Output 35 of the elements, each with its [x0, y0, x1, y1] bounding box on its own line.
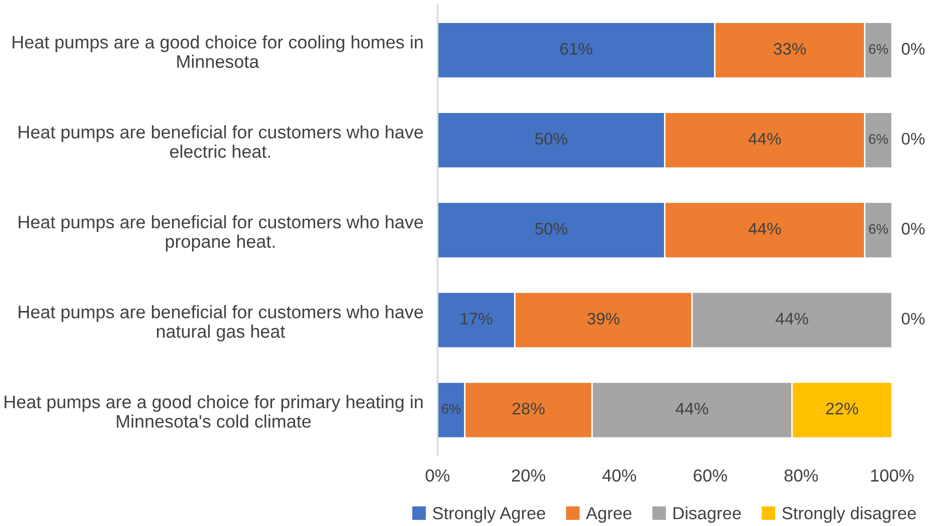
x-tick-label: 80%	[784, 469, 818, 482]
x-tick-label: 20%	[512, 469, 546, 482]
data-label: 0%	[902, 312, 925, 325]
data-label: 0%	[902, 222, 925, 235]
legend-label: Disagree	[674, 506, 741, 523]
y-tick-label: Heat pumps are beneficial for customers who have natural gas heat	[18, 305, 423, 342]
data-label: 6%	[869, 224, 888, 234]
data-label: 0%	[902, 132, 925, 145]
data-label: 61%	[560, 42, 592, 55]
data-label: 6%	[442, 404, 461, 414]
legend-label: Strongly Agree	[432, 506, 546, 523]
x-tick-label: 60%	[694, 469, 728, 482]
data-label: 22%	[826, 402, 858, 414]
data-label: 44%	[748, 132, 781, 145]
y-tick-label: Heat pumps are beneficial for customers who have electric heat.	[18, 125, 423, 158]
data-label: 50%	[535, 222, 568, 235]
y-tick-label: Heat pumps are beneficial for customers who have propane heat.	[18, 215, 423, 252]
x-tick-label: 0%	[426, 469, 450, 482]
legend-label: Strongly disagree	[782, 506, 916, 523]
data-label: 39%	[587, 312, 620, 325]
data-label: 6%	[869, 134, 888, 144]
data-label: 0%	[902, 42, 925, 55]
data-label: 50%	[535, 132, 568, 145]
data-label: 33%	[774, 42, 806, 55]
legend-label: Agree	[586, 507, 632, 523]
data-label: 28%	[512, 402, 545, 414]
data-label: 6%	[869, 44, 888, 54]
x-tick-label: 40%	[602, 469, 636, 482]
x-tick-label: 100%	[871, 469, 914, 482]
data-label: 17%	[460, 312, 492, 324]
data-label: 44%	[676, 402, 708, 414]
y-tick-label: Heat pumps are a good choice for primary heating in Minnesota's cold climate	[4, 395, 423, 428]
y-tick-label: Heat pumps are a good choice for cooling homes in Minnesota	[12, 35, 423, 68]
data-label: 44%	[776, 312, 808, 324]
data-label: 44%	[748, 222, 781, 235]
